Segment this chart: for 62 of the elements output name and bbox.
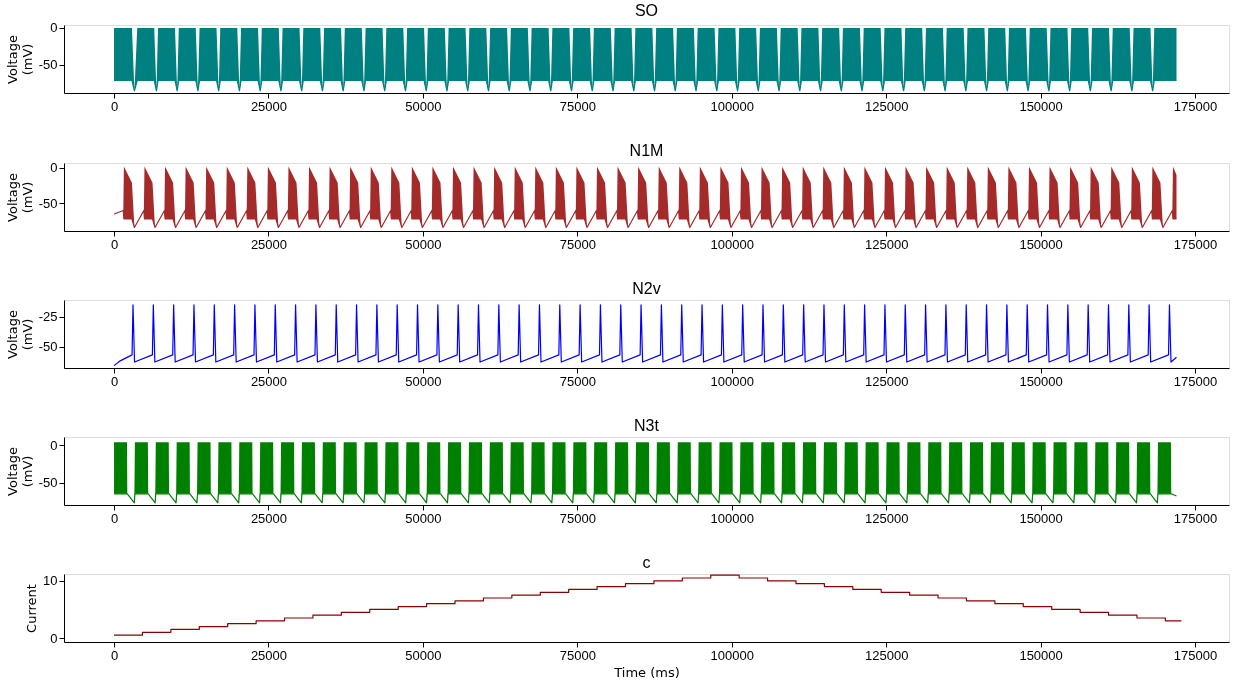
x-tick-label: 0	[110, 98, 119, 114]
x-tick-label: 25000	[250, 510, 288, 526]
x-tick-label: 175000	[1173, 98, 1218, 114]
y-axis-title: Voltage (mV)	[4, 35, 35, 84]
y-tick-label: -50	[38, 195, 58, 211]
x-tick-label: 125000	[864, 236, 909, 252]
y-tick-label: -25	[38, 309, 58, 325]
y-tick-label: -50	[38, 339, 58, 355]
y-tick-label: 0	[50, 20, 58, 36]
x-tick-label: 150000	[1019, 236, 1063, 252]
x-tick-label: 75000	[559, 373, 596, 389]
y-tick-label: -50	[38, 475, 58, 491]
x-tick-label: 150000	[1019, 647, 1063, 663]
x-tick-label: 0	[110, 510, 119, 526]
x-tick-label: 175000	[1173, 373, 1218, 389]
x-tick-label: 150000	[1019, 98, 1063, 114]
chart-title: N3t	[634, 417, 660, 434]
x-tick-label: 25000	[250, 647, 288, 663]
y-tick-label: 0	[50, 437, 58, 453]
x-tick-label: 0	[110, 647, 119, 663]
x-tick-label: 25000	[250, 373, 288, 389]
y-axis-title: Voltage (mV)	[4, 173, 35, 222]
x-tick-label: 100000	[710, 373, 754, 389]
x-tick-label: 75000	[559, 98, 596, 114]
x-tick-label: 125000	[864, 510, 909, 526]
x-tick-label: 100000	[710, 647, 754, 663]
y-tick-label: 0	[50, 630, 58, 646]
x-tick-label: 50000	[405, 510, 442, 526]
x-tick-label: 100000	[710, 236, 754, 252]
y-tick-label: 0	[50, 160, 58, 176]
y-tick-label: -50	[38, 57, 58, 73]
x-tick-label: 50000	[405, 98, 442, 114]
x-tick-label: 0	[110, 373, 119, 389]
x-tick-label: 25000	[250, 236, 288, 252]
x-axis-title: Time (ms)	[613, 664, 680, 680]
y-axis-title: Voltage (mV)	[4, 310, 35, 359]
x-tick-label: 75000	[559, 236, 596, 252]
x-tick-label: 75000	[559, 510, 596, 526]
x-tick-label: 150000	[1019, 510, 1063, 526]
x-tick-label: 50000	[405, 373, 442, 389]
x-tick-label: 25000	[250, 98, 288, 114]
x-tick-label: 50000	[405, 236, 442, 252]
y-axis-title: Current	[24, 584, 40, 633]
x-tick-label: 50000	[405, 647, 442, 663]
chart-title: N1M	[629, 141, 664, 159]
x-tick-label: 175000	[1173, 647, 1218, 663]
x-tick-label: 125000	[864, 373, 909, 389]
x-tick-label: 100000	[710, 98, 754, 114]
x-tick-label: 125000	[864, 647, 909, 663]
x-tick-label: 175000	[1173, 236, 1218, 252]
y-tick-label: 10	[43, 573, 58, 589]
x-tick-label: 150000	[1019, 373, 1063, 389]
x-tick-label: 0	[110, 236, 119, 252]
line-series	[113, 304, 1178, 367]
x-tick-label: 100000	[710, 510, 754, 526]
x-tick-label: 125000	[864, 98, 909, 114]
x-tick-label: 175000	[1173, 510, 1218, 526]
chart-title: N2v	[632, 280, 661, 297]
chart-title: SO	[634, 1, 659, 19]
y-axis-title: Voltage (mV)	[4, 447, 35, 496]
x-tick-label: 75000	[559, 647, 596, 663]
chart-title: c	[642, 554, 651, 571]
